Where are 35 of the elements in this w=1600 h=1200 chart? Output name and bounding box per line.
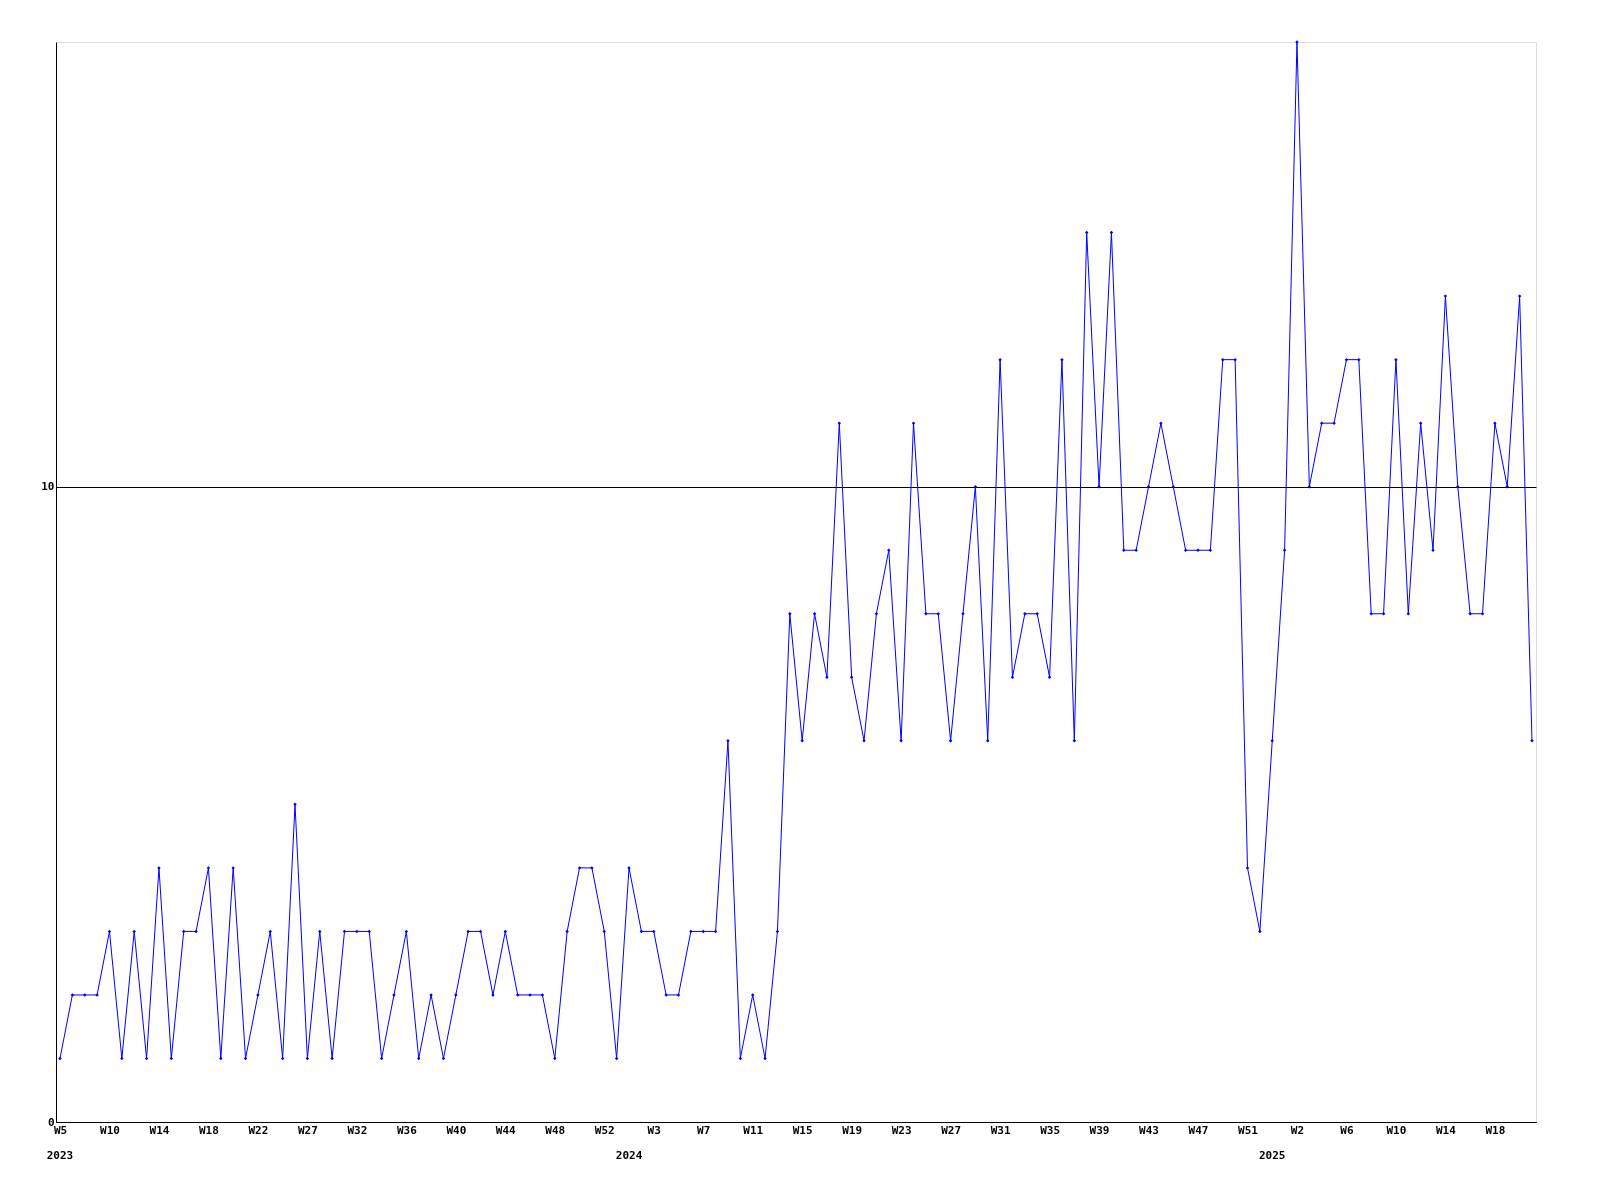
text: 2025	[1258, 1149, 1286, 1162]
x-tick-label: W10	[100, 1123, 120, 1137]
x-tick-label: W18	[1485, 1123, 1506, 1137]
x-tick-label: W22	[248, 1123, 269, 1137]
x-tick-label: W2	[1290, 1123, 1305, 1137]
x-tick-label: W6	[1340, 1123, 1354, 1137]
x-tick-label: W7	[697, 1123, 711, 1137]
x-tick-label: W40	[446, 1123, 467, 1137]
text: 2024	[615, 1149, 643, 1162]
x-tick-label: W39	[1089, 1123, 1110, 1137]
x-tick-label: W14	[1435, 1123, 1457, 1137]
x-tick-label: W19	[842, 1123, 863, 1137]
x-tick-label: W35	[1040, 1123, 1061, 1137]
x-tick-label: W3	[647, 1123, 661, 1137]
x-tick-label: W27	[941, 1123, 962, 1137]
y-tick-label: 10	[41, 480, 55, 494]
x-tick-label: W48	[545, 1123, 566, 1137]
x-tick-label: W52	[594, 1123, 615, 1137]
x-tick-label: W10	[1386, 1123, 1407, 1137]
x-tick-label: W11	[743, 1123, 764, 1137]
x-tick-label: W47	[1188, 1123, 1209, 1137]
x-tick-label: W43	[1139, 1123, 1159, 1137]
x-tick-label: W15	[792, 1123, 813, 1137]
x-tick-label: W32	[347, 1123, 368, 1137]
x-tick-label: W14	[149, 1123, 170, 1137]
x-tick-label: W44	[495, 1123, 517, 1137]
y-tick-label: 0	[47, 1115, 55, 1129]
x-tick-label: W27	[297, 1123, 318, 1137]
x-tick-label: W18	[199, 1123, 219, 1137]
text: 2023	[46, 1149, 74, 1162]
x-tick-label: W31	[990, 1123, 1011, 1137]
x-tick-label: W51	[1238, 1123, 1259, 1137]
x-tick-label: W5	[53, 1123, 68, 1137]
x-tick-label: W36	[396, 1123, 418, 1137]
x-tick-label: W23	[891, 1123, 912, 1137]
